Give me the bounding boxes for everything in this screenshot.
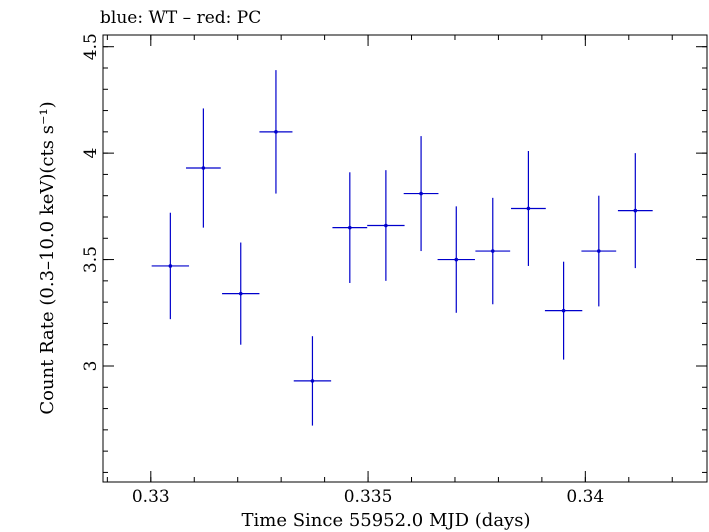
- point-marker: [633, 208, 638, 213]
- point-marker: [238, 291, 243, 296]
- y-tick-label: 3.5: [81, 246, 101, 273]
- x-tick-label: 0.335: [344, 487, 393, 507]
- axis-ticks: [103, 35, 707, 482]
- point-marker: [597, 249, 601, 253]
- data-point: [581, 195, 617, 307]
- point-marker: [454, 257, 459, 262]
- data-point: [511, 151, 546, 266]
- data-point: [544, 261, 583, 360]
- point-marker: [168, 264, 173, 268]
- point-marker: [561, 308, 566, 313]
- chart-title: blue: WT – red: PC: [100, 8, 261, 28]
- plot-frame: [102, 34, 708, 483]
- data-point: [259, 70, 293, 194]
- data-point: [151, 212, 190, 320]
- point-marker: [419, 191, 423, 196]
- x-tick-label: 0.34: [566, 487, 604, 507]
- data-point: [293, 336, 332, 426]
- x-tick-label: 0.33: [132, 487, 170, 507]
- x-axis-label: Time Since 55952.0 MJD (days): [241, 510, 530, 531]
- data-point: [185, 108, 221, 228]
- y-tick-labels: 3 3.5 4 4.5: [81, 33, 101, 371]
- data-point: [367, 170, 405, 281]
- y-tick-label: 3: [81, 361, 101, 372]
- data-point: [437, 206, 475, 313]
- data-point: [403, 136, 439, 252]
- point-marker: [348, 225, 352, 230]
- data-point: [617, 153, 653, 269]
- point-marker: [490, 249, 495, 253]
- data-point: [475, 197, 511, 305]
- point-marker: [384, 223, 388, 228]
- data-point: [332, 172, 368, 283]
- data-point: [222, 242, 260, 345]
- data-points: [151, 70, 653, 426]
- y-tick-label: 4: [81, 148, 101, 159]
- y-tick-label: 4.5: [81, 33, 101, 60]
- point-marker: [526, 206, 531, 211]
- point-marker: [274, 130, 278, 134]
- point-marker: [310, 379, 315, 383]
- x-tick-labels: 0.33 0.335 0.34: [132, 487, 604, 507]
- point-marker: [201, 166, 206, 170]
- y-axis-label: Count Rate (0.3–10.0 keV)(cts s⁻¹): [37, 101, 58, 414]
